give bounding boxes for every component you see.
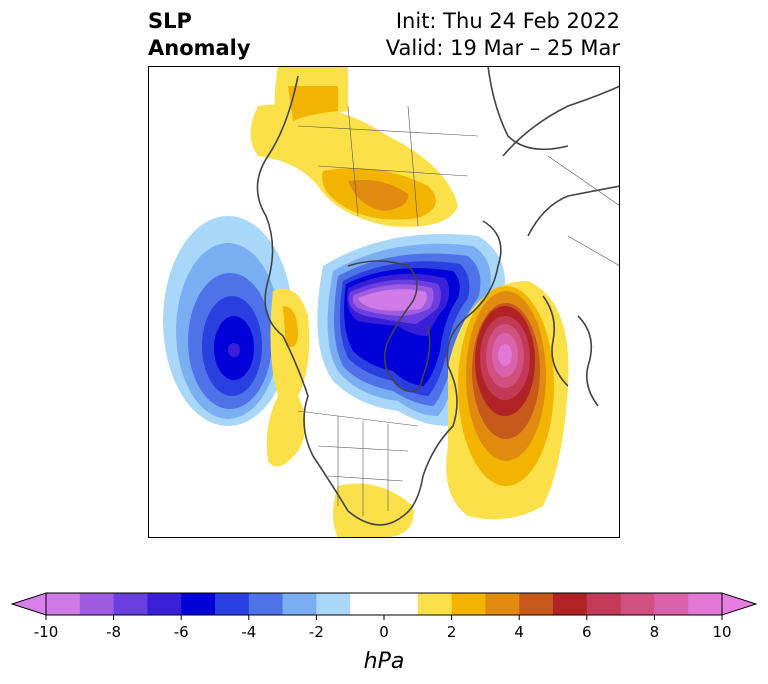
colorbar-segment	[282, 593, 317, 615]
colorbar-under-arrow	[10, 592, 47, 616]
colorbar-segment	[654, 593, 689, 615]
political-borders	[297, 105, 620, 516]
coastlines	[256, 66, 620, 526]
colorbar-tick-label: 6	[582, 623, 592, 641]
colorbar-tick-label: 8	[650, 623, 660, 641]
canadian-low-contours	[317, 234, 506, 426]
colorbar-segment	[586, 593, 622, 615]
colorbar-segment	[451, 593, 486, 615]
title-line-2: Anomaly	[148, 36, 251, 60]
west-ridge-contours	[266, 288, 310, 467]
colorbar-segment	[46, 593, 81, 615]
colorbar-segment	[620, 593, 655, 615]
alaska-low-contours	[163, 216, 293, 426]
colorbar-segment	[248, 593, 284, 615]
valid-date: Valid: 19 Mar – 25 Mar	[385, 36, 620, 60]
colorbar-segment	[113, 593, 148, 615]
title-line-1: SLP	[148, 9, 192, 33]
colorbar-tick-label: 10	[712, 623, 731, 641]
map-dates: Init: Thu 24 Feb 2022 Valid: 19 Mar – 25…	[386, 8, 620, 62]
colorbar-tick-label: -8	[106, 623, 121, 641]
slp-anomaly-map	[148, 66, 620, 538]
colorbar-segment	[519, 593, 554, 615]
colorbar-ticks: -10 -8 -6 -4 -2 0 2 4 6 8 10	[34, 615, 732, 641]
colorbar-segment	[181, 593, 216, 615]
colorbar-over-arrow	[721, 592, 758, 616]
colorbar-tick-label: -10	[34, 623, 59, 641]
colorbar-segment	[485, 593, 520, 615]
colorbar-tick-label: -6	[174, 623, 189, 641]
atlantic-high-contours	[446, 281, 569, 520]
arctic-high-contours	[250, 66, 458, 227]
colorbar-segment	[384, 593, 419, 615]
colorbar-segment	[417, 593, 453, 615]
colorbar-segment	[350, 593, 385, 615]
colorbar-segment	[688, 593, 723, 615]
colorbar-unit: hPa	[364, 649, 405, 674]
colorbar-segments	[10, 592, 758, 616]
colorbar-tick-label: 4	[514, 623, 524, 641]
colorbar-segment	[147, 593, 182, 615]
colorbar-tick-label: 0	[379, 623, 389, 641]
colorbar: -10 -8 -6 -4 -2 0 2 4 6 8 10 hPa	[10, 592, 758, 674]
init-date: Init: Thu 24 Feb 2022	[395, 9, 620, 33]
colorbar-tick-label: -2	[309, 623, 324, 641]
southeast-ridge-contours	[333, 483, 414, 538]
colorbar-tick-label: 2	[447, 623, 457, 641]
colorbar-segment	[316, 593, 351, 615]
colorbar-segment	[215, 593, 250, 615]
colorbar-tick-label: -4	[241, 623, 256, 641]
colorbar-segment	[553, 593, 588, 615]
map-title: SLP Anomaly	[148, 8, 251, 62]
colorbar-segment	[79, 593, 115, 615]
